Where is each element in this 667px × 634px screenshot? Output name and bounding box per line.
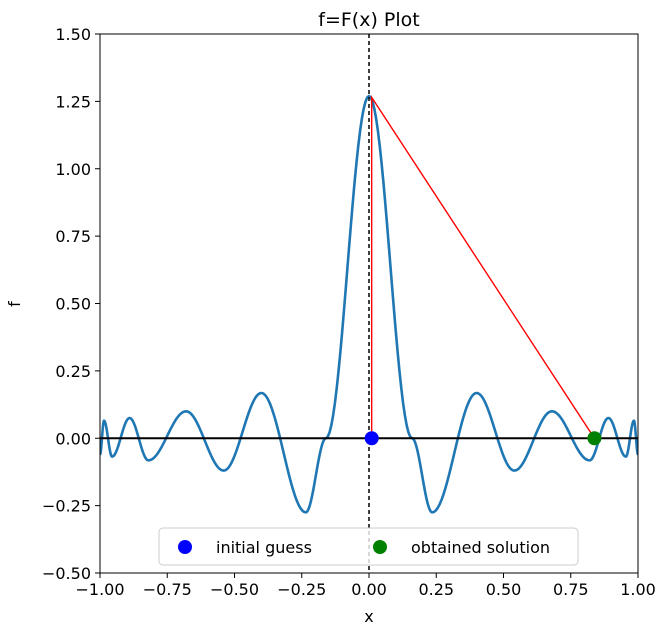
series-line (100, 94, 638, 514)
x-tick-label: 0.25 (418, 580, 454, 599)
y-tick-label: 0.75 (55, 227, 91, 246)
y-tick-label: 0.25 (55, 362, 91, 381)
marker-point (364, 431, 379, 446)
legend-label: initial guess (216, 538, 312, 557)
x-tick-label: −1.00 (75, 580, 124, 599)
x-axis-ticks: −1.00 −0.75 −0.50 −0.25 0.00 0.25 0.50 0.75 1.00 (75, 573, 656, 599)
y-tick-label: −0.25 (42, 497, 91, 516)
legend: initial guess obtained solution (158, 527, 579, 566)
x-tick-label: −0.25 (277, 580, 326, 599)
chart-title: f=F(x) Plot (318, 9, 419, 31)
y-axis-ticks: −0.50 −0.25 0.00 0.25 0.50 0.75 1.00 1.25 1.50 (42, 25, 100, 583)
x-tick-label: 0.75 (553, 580, 589, 599)
y-tick-label: 0.50 (55, 295, 91, 314)
newton-step-line (370, 94, 596, 439)
y-tick-label: 1.50 (55, 25, 91, 44)
x-tick-label: −0.75 (143, 580, 192, 599)
x-tick-label: 0.00 (351, 580, 387, 599)
legend-marker (178, 540, 192, 554)
y-axis-label: f (5, 301, 24, 307)
x-tick-label: 1.00 (620, 580, 656, 599)
y-tick-label: −0.50 (42, 564, 91, 583)
marker-point (587, 431, 602, 446)
y-tick-label: 1.00 (55, 160, 91, 179)
legend-box (158, 527, 579, 566)
legend-label: obtained solution (411, 538, 550, 557)
x-axis-label: x (364, 607, 373, 626)
x-tick-label: 0.50 (486, 580, 522, 599)
x-tick-label: −0.50 (210, 580, 259, 599)
legend-marker (373, 540, 387, 554)
y-tick-label: 1.25 (55, 92, 91, 111)
y-tick-label: 0.00 (55, 429, 91, 448)
